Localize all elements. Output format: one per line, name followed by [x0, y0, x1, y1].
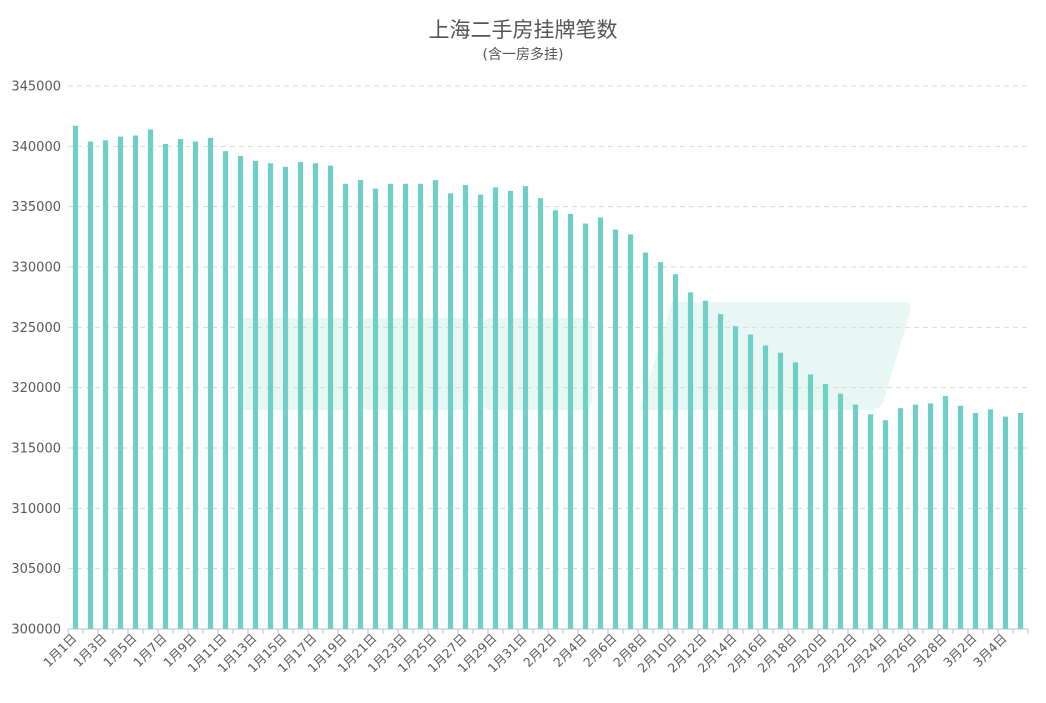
- bar: [342, 183, 349, 630]
- y-tick-label: 340000: [11, 140, 61, 155]
- bar: [282, 166, 289, 629]
- y-tick-label: 345000: [11, 80, 61, 95]
- bar: [732, 326, 739, 629]
- bar: [882, 420, 889, 629]
- bar: [1002, 416, 1009, 629]
- bar: [387, 183, 394, 630]
- bar: [747, 334, 754, 629]
- y-tick-label: 315000: [11, 442, 61, 457]
- bar: [867, 414, 874, 629]
- bar: [177, 139, 184, 630]
- bar: [582, 223, 589, 629]
- x-tick-labels: 1月1日1月3日1月5日1月7日1月9日1月11日1月13日1月15日1月17日…: [40, 631, 1010, 676]
- bar: [612, 229, 619, 630]
- bar: [642, 252, 649, 629]
- bar: [162, 143, 169, 630]
- bar: [132, 135, 139, 629]
- bar: [297, 162, 304, 629]
- bars: [72, 125, 1024, 630]
- bar: [987, 409, 994, 629]
- bar: [207, 137, 214, 630]
- y-tick-labels: 300000 305000 310000 315000 320000 325000 3300…: [11, 80, 61, 638]
- bar: [927, 403, 934, 629]
- bar: [972, 413, 979, 629]
- bar: [417, 183, 424, 630]
- bar: [312, 163, 319, 629]
- bar: [267, 163, 274, 629]
- bar: [117, 136, 124, 629]
- chart-title: 上海二手房挂牌笔数: [428, 18, 618, 42]
- bar: [507, 190, 514, 630]
- bar: [492, 187, 499, 630]
- bar: [912, 404, 919, 629]
- y-tick-label: 320000: [11, 381, 61, 396]
- bar: [852, 404, 859, 629]
- bar: [837, 393, 844, 629]
- y-tick-label: 325000: [11, 321, 61, 336]
- bar: [87, 141, 94, 630]
- bar: [447, 193, 454, 630]
- bar: [192, 141, 199, 630]
- bar: [822, 384, 829, 629]
- bar: [597, 217, 604, 629]
- bar: [627, 234, 634, 630]
- bar: [897, 408, 904, 629]
- y-tick-label: 305000: [11, 562, 61, 577]
- bar: [537, 198, 544, 629]
- bar: [807, 374, 814, 629]
- bar: [102, 140, 109, 630]
- y-tick-label: 300000: [11, 623, 61, 638]
- y-tick-label: 310000: [11, 502, 61, 517]
- bar: [942, 396, 949, 629]
- bar: [477, 194, 484, 629]
- bar: [1017, 413, 1024, 629]
- bar: [372, 188, 379, 630]
- bar: [522, 186, 529, 630]
- axes: [67, 628, 1029, 634]
- y-tick-label: 335000: [11, 200, 61, 215]
- bar: [327, 165, 334, 629]
- bar: [72, 125, 79, 629]
- bar: [432, 180, 439, 629]
- bar: [462, 184, 469, 630]
- gridlines: [68, 85, 1028, 570]
- bar: [762, 345, 769, 629]
- chart-subtitle: (含一房多挂): [482, 47, 564, 63]
- bar: [657, 262, 664, 629]
- bar: [567, 213, 574, 629]
- bar: [252, 160, 259, 629]
- bar: [777, 352, 784, 629]
- bar: [357, 180, 364, 629]
- bar: [792, 362, 799, 629]
- bar: [717, 314, 724, 629]
- bar: [237, 155, 244, 629]
- y-tick-label: 330000: [11, 261, 61, 276]
- bar: [222, 151, 229, 629]
- bar: [672, 274, 679, 629]
- bar: [687, 292, 694, 629]
- bar: [957, 405, 964, 629]
- bar: [702, 300, 709, 629]
- bar: [402, 183, 409, 630]
- bar: [147, 129, 154, 629]
- bar: [552, 210, 559, 629]
- x-tick-label: 3月4日: [970, 631, 1010, 671]
